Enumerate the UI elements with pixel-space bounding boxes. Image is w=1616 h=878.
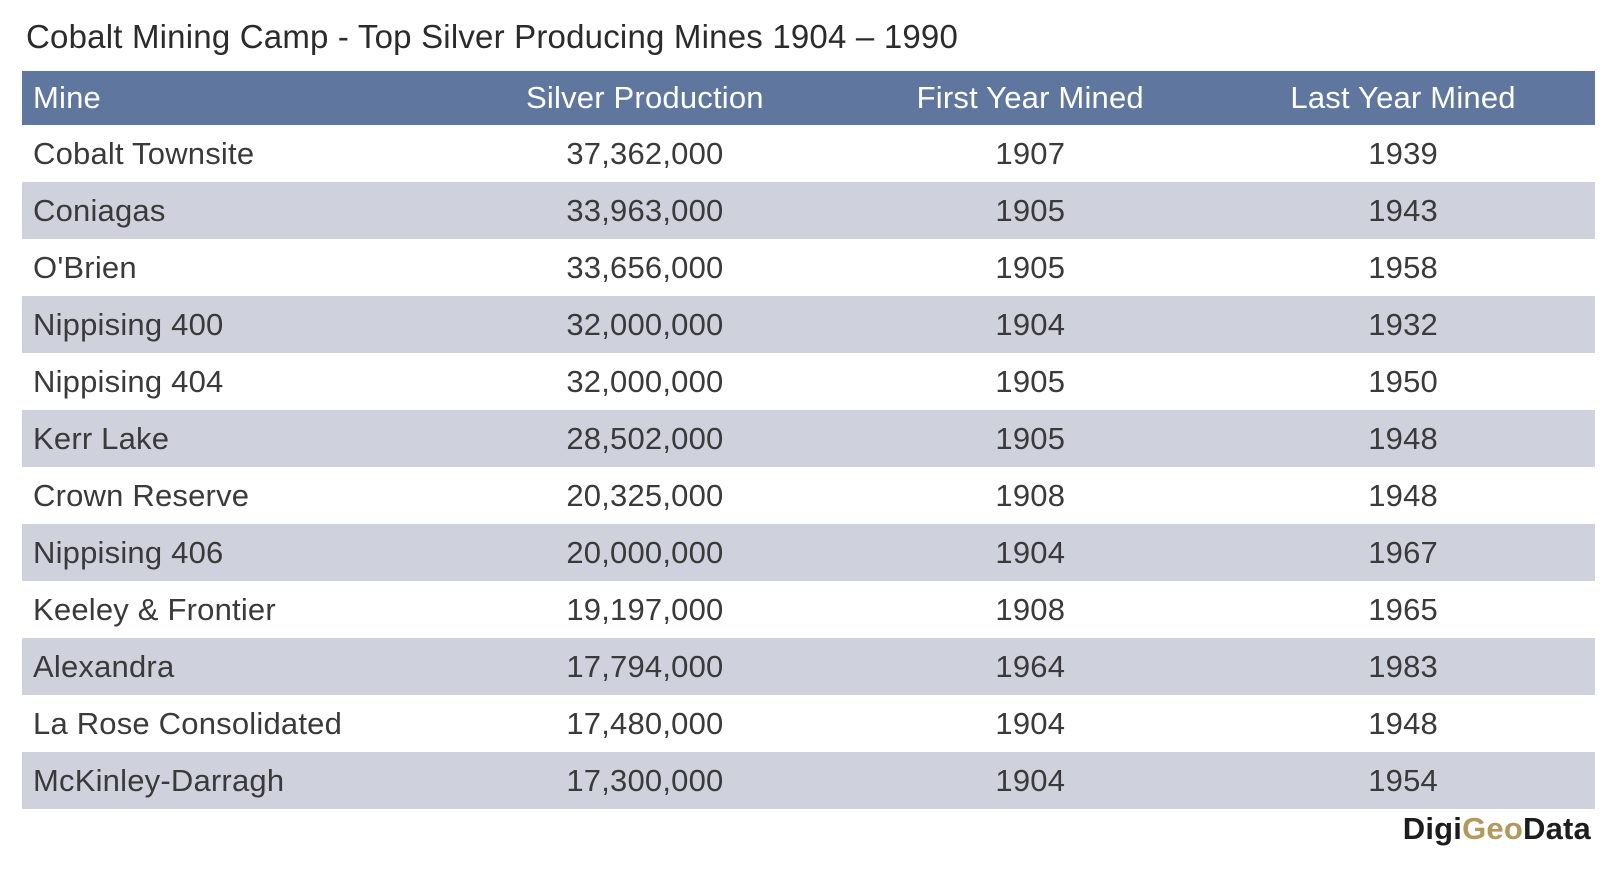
silver-production-cell: 17,794,000 <box>566 648 724 684</box>
mines-table: Mine Silver Production First Year Mined … <box>22 71 1595 809</box>
last-year-cell: 1983 <box>1368 648 1438 684</box>
first-year-cell: 1908 <box>995 591 1066 627</box>
table-row: O'Brien 33,656,000 1905 1958 <box>22 239 1595 296</box>
first-year-cell: 1904 <box>995 705 1066 741</box>
mine-name-cell: La Rose Consolidated <box>33 705 343 741</box>
silver-production-cell: 19,197,000 <box>566 591 724 627</box>
table-row: Nippising 406 20,000,000 1904 1967 <box>22 524 1595 581</box>
first-year-cell: 1905 <box>995 363 1066 399</box>
silver-production-cell: 33,656,000 <box>566 249 724 285</box>
mine-name-cell: Nippising 400 <box>33 306 224 342</box>
table-row: Crown Reserve 20,325,000 1908 1948 <box>22 467 1595 524</box>
mine-name-cell: Nippising 404 <box>33 363 224 399</box>
mine-name-cell: Coniagas <box>33 192 166 228</box>
first-year-cell: 1904 <box>995 762 1066 798</box>
column-header-last-year-mined: Last Year Mined <box>1211 71 1595 125</box>
first-year-cell: 1905 <box>995 420 1066 456</box>
mine-name-cell: O'Brien <box>33 249 137 285</box>
silver-production-cell: 33,963,000 <box>566 192 724 228</box>
brand-data: Data <box>1523 811 1591 846</box>
first-year-cell: 1904 <box>995 534 1066 570</box>
last-year-cell: 1954 <box>1368 762 1438 798</box>
first-year-cell: 1964 <box>995 648 1066 684</box>
silver-production-cell: 37,362,000 <box>566 135 724 171</box>
silver-production-cell: 32,000,000 <box>566 306 724 342</box>
table-row: Nippising 400 32,000,000 1904 1932 <box>22 296 1595 353</box>
silver-production-cell: 32,000,000 <box>566 363 724 399</box>
first-year-cell: 1908 <box>995 477 1066 513</box>
page-title: Cobalt Mining Camp - Top Silver Producin… <box>26 18 959 55</box>
silver-production-cell: 28,502,000 <box>566 420 724 456</box>
table-body: Cobalt Townsite 37,362,000 1907 1939 Con… <box>22 125 1595 809</box>
last-year-cell: 1958 <box>1368 249 1438 285</box>
column-header-silver-production: Silver Production <box>440 71 850 125</box>
table-row: Cobalt Townsite 37,362,000 1907 1939 <box>22 125 1595 182</box>
last-year-cell: 1948 <box>1368 477 1438 513</box>
silver-production-cell: 17,480,000 <box>566 705 724 741</box>
brand-geo: Geo <box>1462 811 1523 846</box>
last-year-cell: 1932 <box>1368 306 1438 342</box>
table-row: Coniagas 33,963,000 1905 1943 <box>22 182 1595 239</box>
table-row: McKinley-Darragh 17,300,000 1904 1954 <box>22 752 1595 809</box>
last-year-cell: 1943 <box>1368 192 1438 228</box>
last-year-cell: 1967 <box>1368 534 1438 570</box>
first-year-cell: 1905 <box>995 192 1066 228</box>
digigeodata-logo: DigiGeoData <box>22 811 1595 847</box>
last-year-cell: 1939 <box>1368 135 1438 171</box>
table-row: Alexandra 17,794,000 1964 1983 <box>22 638 1595 695</box>
table-row: Nippising 404 32,000,000 1905 1950 <box>22 353 1595 410</box>
mine-name-cell: Keeley & Frontier <box>33 591 276 627</box>
mine-name-cell: Cobalt Townsite <box>33 135 255 171</box>
mine-name-cell: Alexandra <box>33 648 175 684</box>
column-header-first-year-mined: First Year Mined <box>849 71 1212 125</box>
last-year-cell: 1948 <box>1368 705 1438 741</box>
mine-name-cell: Kerr Lake <box>33 420 170 456</box>
last-year-cell: 1948 <box>1368 420 1438 456</box>
table-row: La Rose Consolidated 17,480,000 1904 194… <box>22 695 1595 752</box>
first-year-cell: 1904 <box>995 306 1066 342</box>
silver-production-cell: 17,300,000 <box>566 762 724 798</box>
table-row: Keeley & Frontier 19,197,000 1908 1965 <box>22 581 1595 638</box>
mine-name-cell: McKinley-Darragh <box>33 762 285 798</box>
first-year-cell: 1905 <box>995 249 1066 285</box>
last-year-cell: 1950 <box>1368 363 1438 399</box>
last-year-cell: 1965 <box>1368 591 1438 627</box>
first-year-cell: 1907 <box>995 135 1066 171</box>
mine-name-cell: Crown Reserve <box>33 477 250 513</box>
header-row: Mine Silver Production First Year Mined … <box>22 71 1595 125</box>
silver-production-cell: 20,325,000 <box>566 477 724 513</box>
table-row: Kerr Lake 28,502,000 1905 1948 <box>22 410 1595 467</box>
brand-digi: Digi <box>1402 811 1463 846</box>
column-header-mine: Mine <box>22 71 441 125</box>
table-header: Mine Silver Production First Year Mined … <box>22 71 1595 125</box>
silver-production-cell: 20,000,000 <box>566 534 724 570</box>
mine-name-cell: Nippising 406 <box>33 534 224 570</box>
